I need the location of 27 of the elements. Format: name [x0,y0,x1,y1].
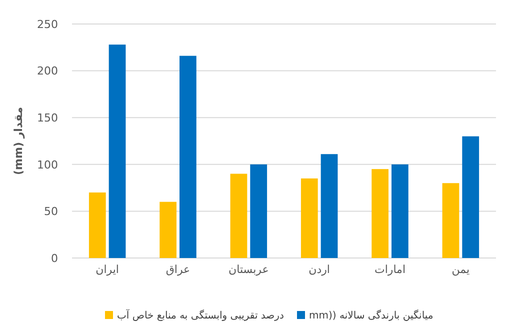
bar [392,164,408,258]
y-tick-label: 200 [37,64,58,78]
y-tick-label: 150 [37,111,58,124]
legend-label: میانگین بارندگی سالانه ((mm [309,310,434,322]
y-tick-label: 50 [44,205,58,218]
bar [180,56,196,258]
bar [320,154,338,258]
y-tick-label: 100 [37,158,58,172]
legend-label: درصد تقریبی وابستگی به منابع خاص آب [117,308,284,322]
bar [250,164,268,258]
bar [442,183,460,258]
y-axis-title: مقدار (mm) [12,106,25,176]
x-tick-label: ایران [96,263,119,276]
y-tick-label: 250 [37,18,58,31]
bar [88,192,106,258]
x-tick-label: یمن [452,263,470,276]
x-tick-label: امارات [374,263,406,276]
bar [372,169,388,258]
y-tick-label: 0 [51,252,58,265]
bar [300,178,318,258]
bar [160,202,176,258]
x-tick-label: عراق [166,263,190,276]
x-tick-label: اردن [308,263,330,276]
bar [108,44,126,258]
x-tick-label: عربستان [228,263,269,276]
bar [230,174,248,258]
bar [462,136,480,258]
